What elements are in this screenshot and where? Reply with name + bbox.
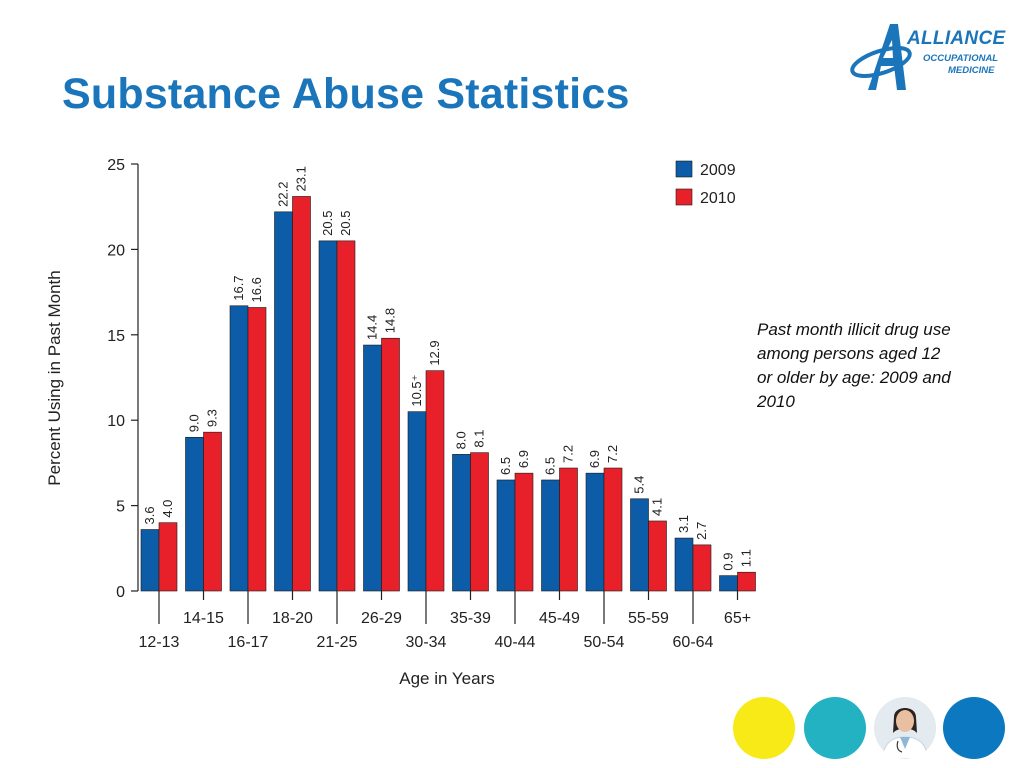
x-tick-label-60-64: 60-64 — [673, 634, 714, 651]
x-tick-label-26-29: 26-29 — [361, 610, 402, 627]
value-label-2010-16-17: 16.6 — [249, 277, 264, 302]
value-label-2010-50-54: 7.2 — [605, 445, 620, 463]
x-tick-label-45-49: 45-49 — [539, 610, 580, 627]
teal-circle — [804, 697, 866, 759]
bar-2010-18-20 — [292, 196, 311, 592]
value-label-2009-26-29: 14.4 — [365, 315, 380, 340]
bar-2009-21-25 — [318, 240, 338, 592]
chart-axes: 0 5 10 15 20 25 12-1314-1516-1718-2021-2526-29… — [107, 157, 751, 651]
x-tick-label-18-20: 18-20 — [272, 610, 313, 627]
value-label-2009-12-13: 3.6 — [142, 506, 157, 524]
bar-2009-18-20 — [274, 211, 293, 592]
value-label-2009-50-54: 6.9 — [587, 450, 602, 468]
y-tick-label-10: 10 — [107, 413, 125, 430]
value-label-2010-14-15: 9.3 — [205, 409, 220, 427]
value-label-2010-18-20: 23.1 — [294, 166, 309, 191]
bar-2010-21-25 — [336, 240, 356, 592]
value-label-2010-60-64: 2.7 — [694, 522, 709, 540]
bar-2010-60-64 — [692, 544, 712, 592]
bar-2009-50-54 — [585, 472, 605, 592]
legend-swatch-2010 — [675, 188, 693, 206]
bar-2009-45-49 — [541, 479, 560, 592]
value-label-2009-18-20: 22.2 — [276, 182, 291, 207]
value-label-2009-40-44: 6.5 — [498, 457, 513, 475]
value-label-2010-21-25: 20.5 — [338, 211, 353, 236]
value-label-2009-21-25: 20.5 — [320, 211, 335, 236]
x-axis-title: Age in Years — [399, 669, 494, 688]
legend-label-2009: 2009 — [700, 162, 736, 179]
yellow-circle — [733, 697, 795, 759]
bar-2009-16-17 — [229, 305, 249, 592]
bar-2009-30-34 — [407, 411, 427, 592]
value-label-2009-65+: 0.9 — [721, 553, 736, 571]
x-tick-label-21-25: 21-25 — [317, 634, 358, 651]
bar-2010-55-59 — [648, 520, 667, 592]
y-tick-label-25: 25 — [107, 157, 125, 174]
doctor-photo-circle — [874, 697, 936, 759]
x-tick-label-40-44: 40-44 — [495, 634, 536, 651]
bar-2010-30-34 — [425, 370, 445, 592]
value-label-2010-35-39: 8.1 — [472, 430, 487, 448]
bar-2010-14-15 — [203, 431, 222, 592]
value-label-2009-30-34: 10.5⁺ — [409, 374, 424, 406]
bar-2009-14-15 — [185, 436, 204, 592]
logo-line-2: OCCUPATIONAL — [923, 53, 999, 64]
blue-circle — [943, 697, 1005, 759]
value-label-2010-12-13: 4.0 — [160, 500, 175, 518]
bar-2010-45-49 — [559, 467, 578, 592]
x-tick-label-16-17: 16-17 — [228, 634, 269, 651]
value-label-2010-65+: 1.1 — [739, 549, 754, 567]
y-tick-label-5: 5 — [116, 499, 125, 516]
bar-2009-55-59 — [630, 498, 649, 592]
bar-2009-60-64 — [674, 537, 694, 592]
legend-label-2010: 2010 — [700, 190, 736, 207]
value-label-2009-16-17: 16.7 — [231, 275, 246, 300]
value-label-2010-26-29: 14.8 — [383, 308, 398, 333]
x-tick-label-14-15: 14-15 — [183, 610, 224, 627]
bar-2009-26-29 — [363, 344, 382, 592]
chart-legend: 2009 2010 — [675, 160, 736, 207]
chart-caption: Past month illicit drug use among person… — [757, 320, 951, 411]
bar-2010-16-17 — [247, 307, 267, 592]
bar-2010-65+ — [737, 571, 756, 592]
y-tick-label-0: 0 — [116, 584, 125, 601]
chart-bars: 3.6 4.0 9.0 9.3 16.7 16.6 22.223.1 20.5 20.5 14.4… — [140, 166, 756, 592]
logo-emblem-icon — [850, 24, 912, 90]
doctor-icon — [874, 697, 936, 759]
value-label-2010-45-49: 7.2 — [561, 445, 576, 463]
bar-2010-26-29 — [381, 337, 400, 592]
y-axis-title: Percent Using in Past Month — [45, 270, 64, 485]
bar-2009-65+ — [719, 575, 738, 592]
x-tick-label-55-59: 55-59 — [628, 610, 669, 627]
bar-2009-40-44 — [496, 479, 516, 592]
logo-line-3: MEDICINE — [948, 65, 995, 76]
bar-2010-35-39 — [470, 452, 489, 592]
x-tick-label-65+: 65+ — [724, 610, 751, 627]
x-tick-label-50-54: 50-54 — [584, 634, 625, 651]
legend-swatch-2009 — [675, 160, 693, 178]
value-label-2010-40-44: 6.9 — [516, 450, 531, 468]
alliance-logo: ALLIANCE OCCUPATIONAL MEDICINE — [848, 18, 1008, 96]
value-label-2009-60-64: 3.1 — [676, 515, 691, 533]
value-label-2009-45-49: 6.5 — [543, 457, 558, 475]
value-label-2010-30-34: 12.9 — [427, 340, 442, 365]
bar-2010-50-54 — [603, 467, 623, 592]
y-tick-label-20: 20 — [107, 242, 125, 259]
value-label-2010-55-59: 4.1 — [650, 498, 665, 516]
y-tick-label-15: 15 — [107, 328, 125, 345]
x-tick-label-12-13: 12-13 — [139, 634, 180, 651]
logo-line-1: ALLIANCE — [907, 28, 1006, 49]
value-label-2009-14-15: 9.0 — [187, 414, 202, 432]
bar-2009-12-13 — [140, 529, 160, 592]
bar-2009-35-39 — [452, 454, 471, 592]
x-tick-label-30-34: 30-34 — [406, 634, 447, 651]
slide-title: Substance Abuse Statistics — [62, 70, 630, 118]
value-label-2009-55-59: 5.4 — [632, 476, 647, 494]
bar-2010-12-13 — [158, 522, 178, 592]
x-tick-label-35-39: 35-39 — [450, 610, 491, 627]
value-label-2009-35-39: 8.0 — [454, 431, 469, 449]
bar-2010-40-44 — [514, 472, 534, 592]
